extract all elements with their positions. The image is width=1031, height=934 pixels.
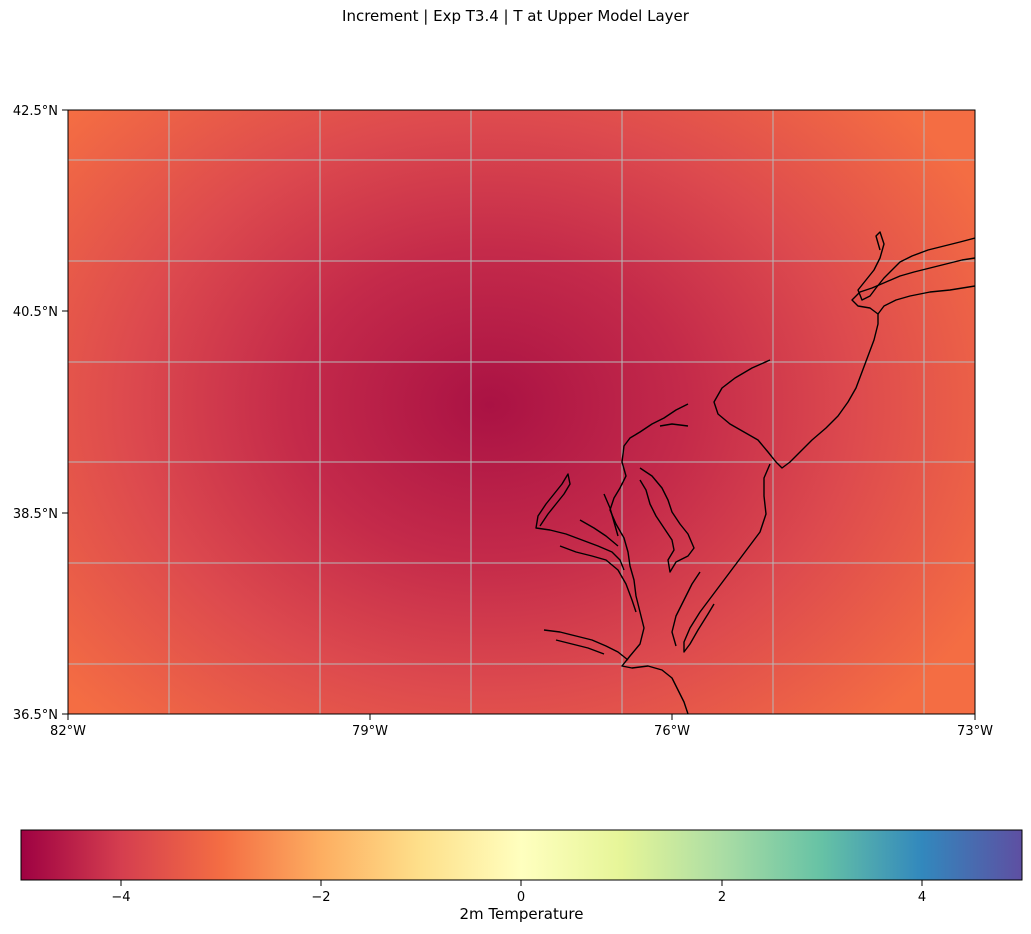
lon-tick-label: 79°W bbox=[352, 724, 388, 739]
colorbar-tick-label: −4 bbox=[111, 890, 130, 905]
longitude-tick-labels: 82°W 79°W 76°W 73°W bbox=[50, 724, 993, 739]
coastlines bbox=[535, 231, 975, 714]
colorbar: −4 −2 0 2 4 bbox=[20, 829, 1023, 905]
lon-tick-label: 82°W bbox=[50, 724, 86, 739]
lon-tick-label: 73°W bbox=[957, 724, 993, 739]
colorbar-tick-label: −2 bbox=[311, 890, 330, 905]
colorbar-tick-label: 0 bbox=[517, 890, 525, 905]
lat-tick-label: 38.5°N bbox=[13, 507, 58, 522]
colorbar-label: 2m Temperature bbox=[459, 905, 584, 923]
colorbar-tick-label: 2 bbox=[718, 890, 726, 905]
colorbar-gradient bbox=[20, 829, 1023, 881]
colorbar-tick-label: 4 bbox=[918, 890, 926, 905]
lat-tick-label: 36.5°N bbox=[13, 708, 58, 723]
latitude-tick-labels: 42.5°N 40.5°N 38.5°N 36.5°N bbox=[13, 104, 58, 723]
gridlines bbox=[68, 110, 975, 714]
axis-ticks bbox=[62, 109, 976, 720]
figure-title: Increment | Exp T3.4 | T at Upper Model … bbox=[342, 7, 689, 25]
colorbar-tick-labels: −4 −2 0 2 4 bbox=[111, 890, 926, 905]
temperature-increment-field bbox=[68, 110, 975, 714]
map-frame bbox=[67, 109, 976, 715]
lon-tick-label: 76°W bbox=[654, 724, 690, 739]
map-axes: 42.5°N 40.5°N 38.5°N 36.5°N 82°W 79°W 76… bbox=[13, 104, 993, 739]
lat-tick-label: 42.5°N bbox=[13, 104, 58, 119]
lat-tick-label: 40.5°N bbox=[13, 305, 58, 320]
